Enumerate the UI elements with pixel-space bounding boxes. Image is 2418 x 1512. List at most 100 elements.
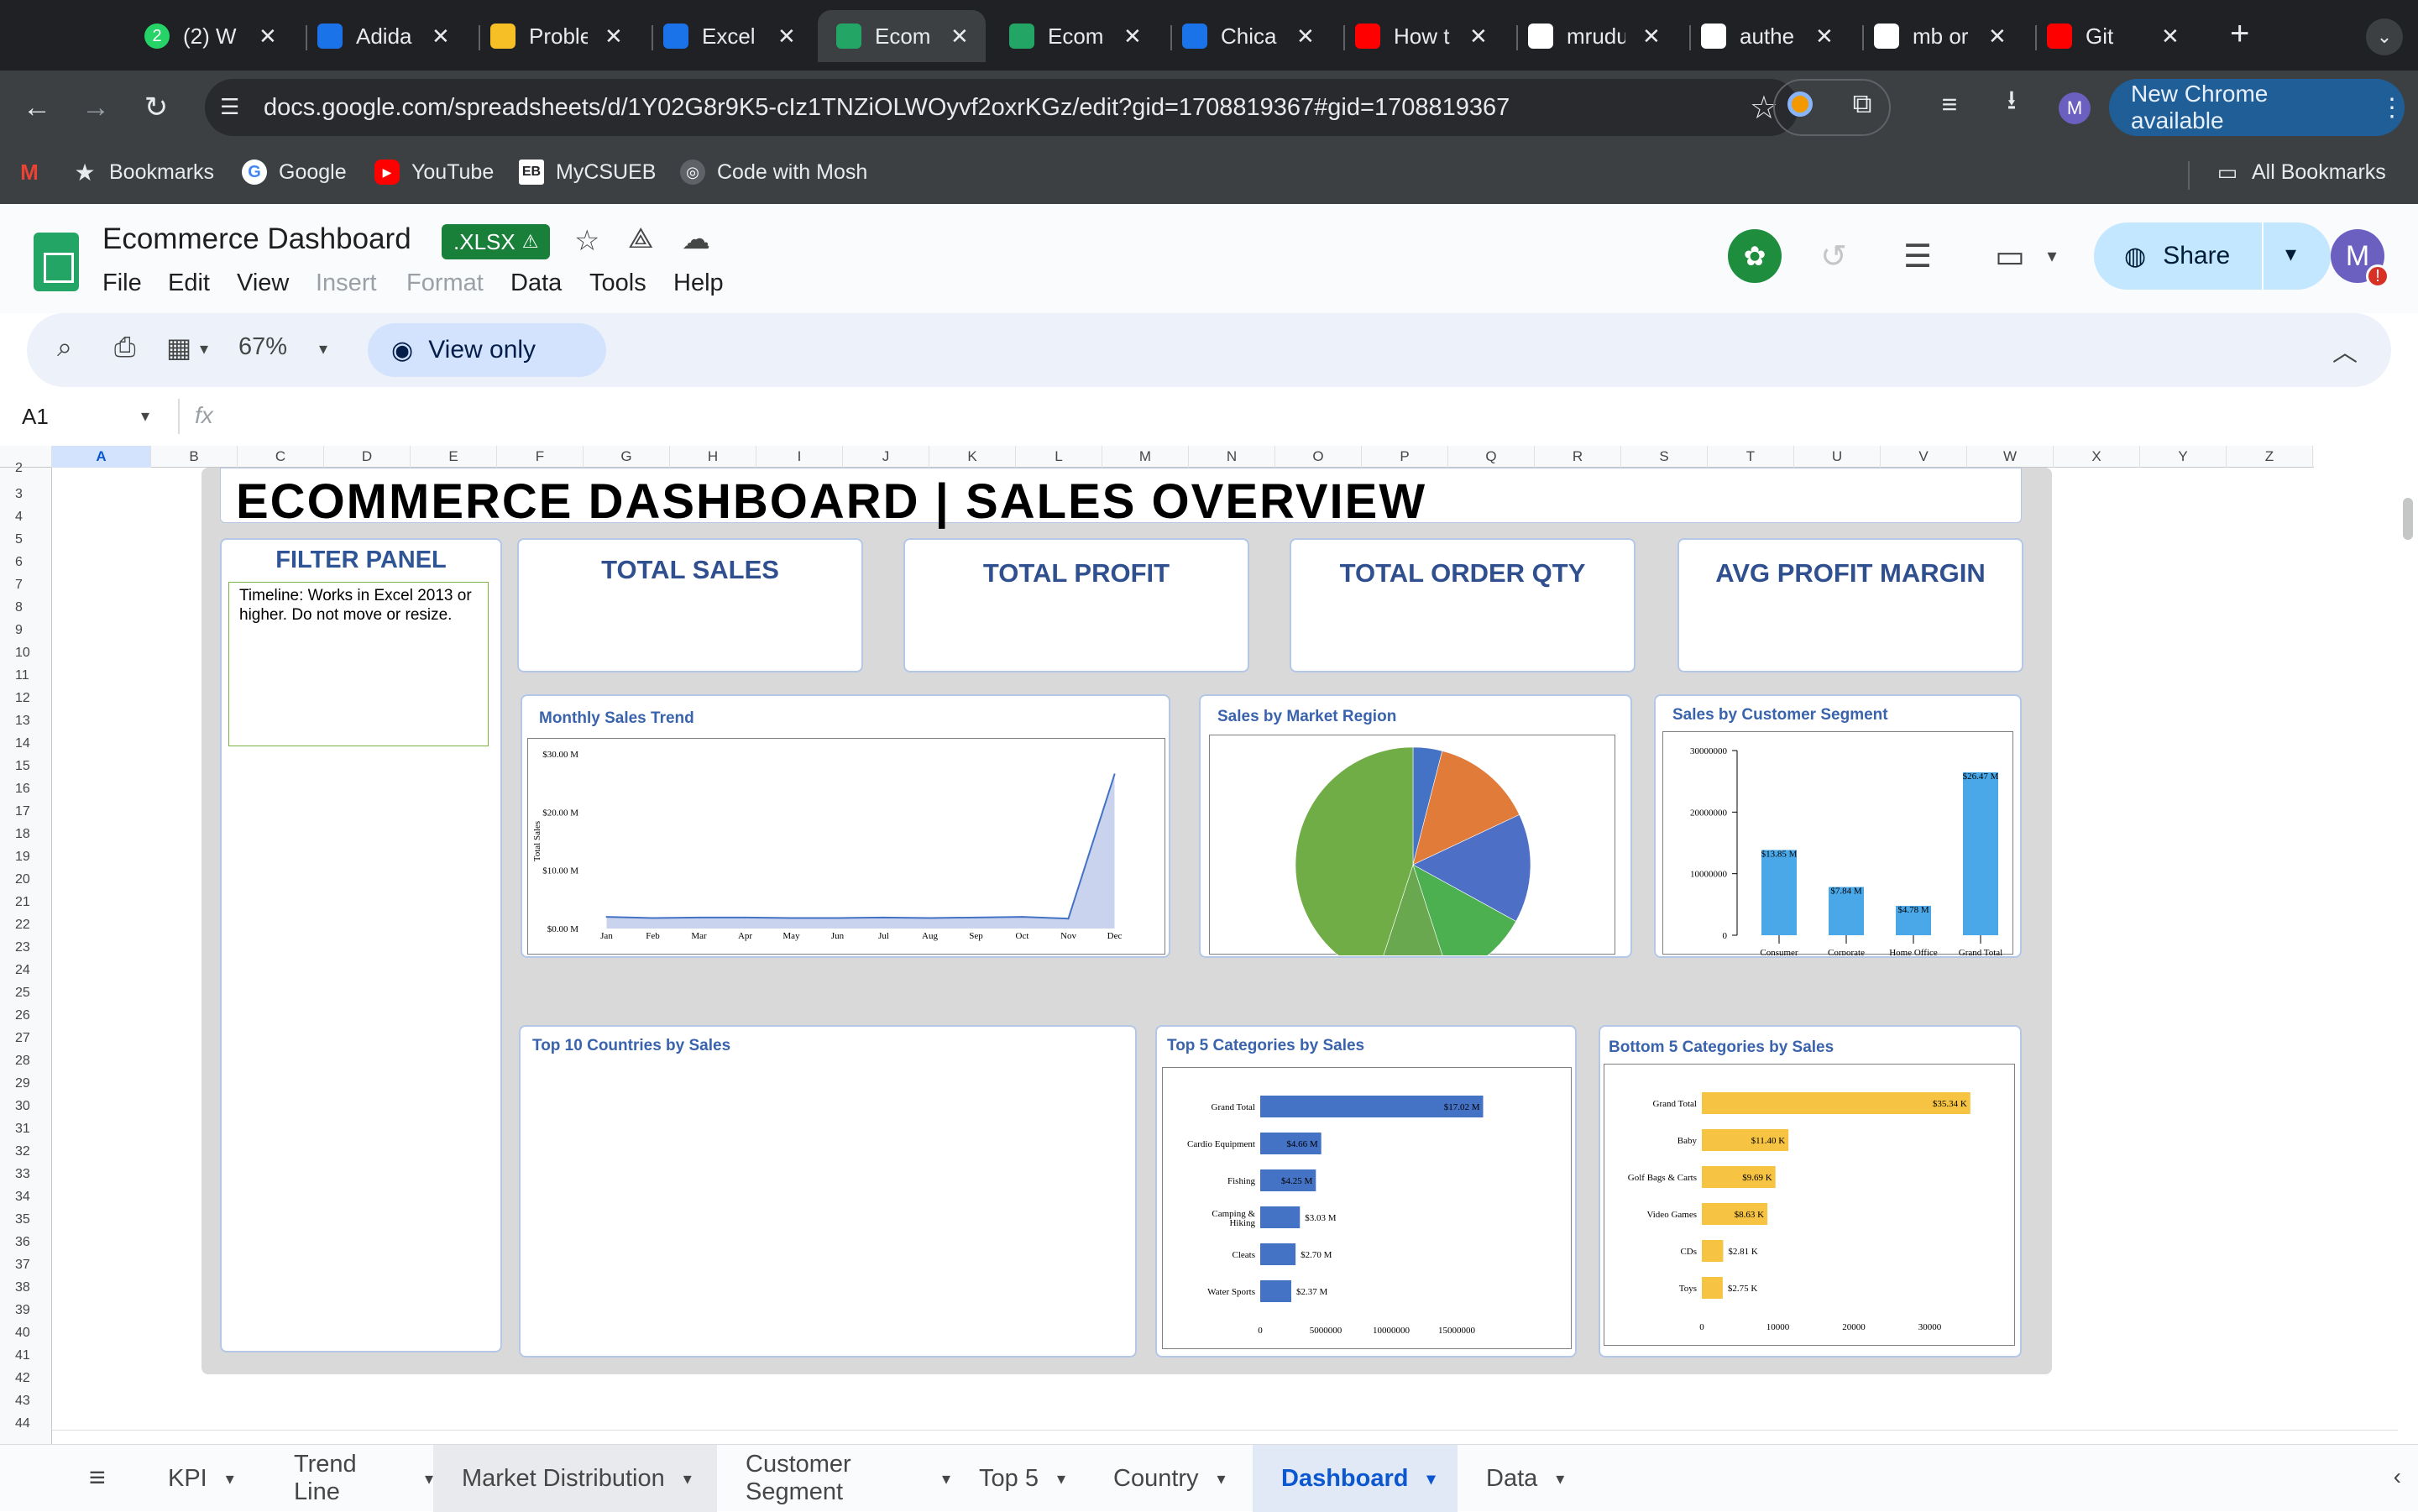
chevron-down-icon[interactable]: ▾: [1556, 1469, 1565, 1488]
sheet-tab[interactable]: Customer Segment ▾: [717, 1445, 950, 1512]
close-icon[interactable]: ✕: [1642, 23, 1661, 49]
bookmark-item[interactable]: EB MyCSUEB: [519, 160, 656, 185]
close-icon[interactable]: ✕: [1988, 23, 2007, 49]
account-avatar[interactable]: M!: [2331, 229, 2389, 288]
column-header[interactable]: X: [2054, 446, 2140, 468]
close-icon[interactable]: ✕: [259, 23, 277, 49]
row-header[interactable]: 9: [15, 623, 23, 637]
column-header[interactable]: N: [1189, 446, 1275, 468]
column-header[interactable]: I: [756, 446, 843, 468]
column-header[interactable]: B: [151, 446, 238, 468]
print-icon[interactable]: ⎙: [114, 332, 136, 362]
column-header[interactable]: C: [238, 446, 324, 468]
row-header[interactable]: 8: [15, 600, 23, 615]
column-header[interactable]: V: [1881, 446, 1967, 468]
bookmark-item[interactable]: ◎ Code with Mosh: [680, 160, 867, 185]
row-header[interactable]: 12: [15, 691, 30, 705]
chevron-down-icon[interactable]: ▾: [225, 1469, 234, 1488]
name-box[interactable]: A1: [22, 404, 49, 429]
row-header[interactable]: 19: [15, 850, 30, 864]
column-header[interactable]: H: [670, 446, 756, 468]
zoom-select[interactable]: 67%: [238, 333, 288, 360]
chart-area[interactable]: $35.34 K Grand Total $11.40 K Baby $9.69 K Go…: [1604, 1064, 2015, 1346]
column-header[interactable]: M: [1102, 446, 1189, 468]
chevron-down-icon[interactable]: ▾: [941, 1469, 950, 1488]
row-header[interactable]: 42: [15, 1371, 30, 1385]
chrome-update-button[interactable]: New Chrome available ⋮: [2109, 79, 2405, 136]
row-header[interactable]: 33: [15, 1167, 30, 1181]
cloud-status-icon[interactable]: ☁: [682, 223, 710, 255]
row-header[interactable]: 17: [15, 804, 30, 819]
menu-view[interactable]: View: [237, 269, 290, 296]
row-header[interactable]: 13: [15, 714, 30, 728]
column-header[interactable]: F: [497, 446, 584, 468]
close-icon[interactable]: ✕: [604, 23, 623, 49]
vertical-scrollbar[interactable]: [2400, 468, 2418, 1441]
column-header[interactable]: E: [411, 446, 497, 468]
column-header[interactable]: Q: [1448, 446, 1535, 468]
column-header[interactable]: U: [1794, 446, 1881, 468]
column-header[interactable]: S: [1621, 446, 1708, 468]
row-header[interactable]: 36: [15, 1235, 30, 1249]
star-icon[interactable]: ☆: [574, 225, 600, 257]
column-header[interactable]: K: [929, 446, 1016, 468]
column-header[interactable]: A: [52, 446, 151, 468]
back-icon[interactable]: ←: [23, 91, 51, 123]
forward-icon[interactable]: →: [81, 91, 110, 123]
column-header[interactable]: Y: [2140, 446, 2227, 468]
column-header[interactable]: J: [843, 446, 929, 468]
browser-tab[interactable]: Excel ✕: [663, 10, 813, 62]
comments-icon[interactable]: ☰: [1902, 238, 1933, 275]
browser-tab[interactable]: How t ✕: [1355, 10, 1505, 62]
column-header[interactable]: T: [1708, 446, 1794, 468]
menu-edit[interactable]: Edit: [168, 269, 210, 296]
paint-format-icon[interactable]: ▦: [166, 332, 192, 363]
column-header[interactable]: P: [1362, 446, 1448, 468]
row-header[interactable]: 7: [15, 578, 23, 592]
row-header[interactable]: 2: [15, 461, 23, 475]
sheet-tab[interactable]: Market Distribution ▾: [433, 1445, 717, 1512]
address-bar[interactable]: ☰ docs.google.com/spreadsheets/d/1Y02G8r…: [205, 79, 1798, 136]
chart-area[interactable]: $17.02 M Grand Total $4.66 M Cardio Equipme…: [1162, 1067, 1572, 1349]
row-header[interactable]: 34: [15, 1190, 30, 1204]
sheet-tab[interactable]: Data ▾: [1458, 1445, 1567, 1512]
menu-help[interactable]: Help: [673, 269, 724, 296]
chevron-down-icon[interactable]: ▾: [2047, 245, 2057, 266]
row-header[interactable]: 5: [15, 532, 23, 547]
row-header[interactable]: 6: [15, 555, 23, 569]
browser-tab[interactable]: Adida ✕: [317, 10, 467, 62]
browser-tab[interactable]: mrudu ✕: [1528, 10, 1677, 62]
chevron-down-icon[interactable]: ▾: [1056, 1469, 1065, 1488]
sheets-logo-icon[interactable]: [34, 233, 79, 291]
chevron-down-icon[interactable]: ▾: [141, 407, 150, 426]
row-header[interactable]: 28: [15, 1054, 30, 1068]
close-icon[interactable]: ✕: [432, 23, 450, 49]
search-icon[interactable]: ⌕: [57, 332, 72, 362]
browser-tab[interactable]: Chica ✕: [1182, 10, 1332, 62]
file-format-badge[interactable]: .XLSX ⚠: [442, 224, 551, 259]
row-header[interactable]: 27: [15, 1031, 30, 1045]
share-button[interactable]: ◍ Share ▾: [2094, 222, 2331, 290]
chart-area[interactable]: [1209, 735, 1615, 983]
menu-insert[interactable]: Insert: [316, 269, 377, 296]
chevron-down-icon[interactable]: ▾: [1217, 1469, 1226, 1488]
row-header[interactable]: 40: [15, 1326, 30, 1340]
row-header[interactable]: 14: [15, 736, 30, 751]
chevron-down-icon[interactable]: ▾: [683, 1469, 692, 1488]
close-icon[interactable]: ✕: [1815, 23, 1834, 49]
row-header[interactable]: 30: [15, 1099, 30, 1113]
puzzle-icon[interactable]: ⧉: [1852, 88, 1872, 118]
row-header[interactable]: 10: [15, 646, 30, 660]
bookmark-item[interactable]: ★ Bookmarks: [72, 160, 214, 186]
close-icon[interactable]: ✕: [1296, 23, 1315, 49]
sheet-tab[interactable]: Trend Line ▾: [265, 1445, 433, 1512]
browser-tab[interactable]: authe ✕: [1701, 10, 1850, 62]
tab-search-icon[interactable]: ⌄: [2366, 18, 2403, 55]
site-settings-icon[interactable]: ☰: [220, 94, 240, 119]
close-icon[interactable]: ✕: [1469, 23, 1488, 49]
column-header[interactable]: W: [1967, 446, 2054, 468]
row-header[interactable]: 44: [15, 1416, 30, 1431]
row-header[interactable]: 39: [15, 1303, 30, 1317]
reload-icon[interactable]: ↻: [144, 92, 169, 123]
download-icon[interactable]: ⭳: [2007, 85, 2017, 115]
